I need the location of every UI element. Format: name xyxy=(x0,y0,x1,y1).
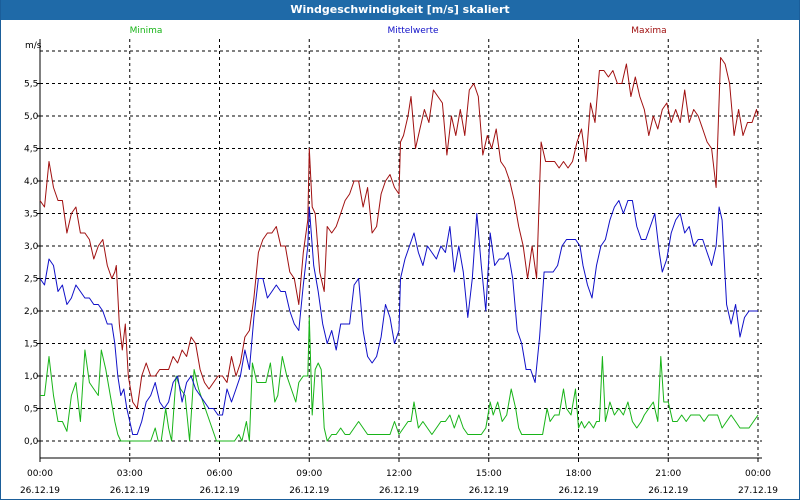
y-tick-label: 3,0 xyxy=(24,242,39,252)
series-line-maxima xyxy=(39,57,759,409)
y-tick-label: 5,0 xyxy=(24,112,39,122)
legend-minima: Minima xyxy=(130,26,163,36)
x-tick-time: 18:00 xyxy=(566,469,592,479)
y-tick-label: 5,5 xyxy=(24,80,38,90)
x-tick-time: 21:00 xyxy=(655,469,681,479)
y-tick-label: 1,0 xyxy=(24,372,39,382)
y-tick-label: 2,0 xyxy=(24,307,39,317)
x-tick-time: 15:00 xyxy=(476,469,502,479)
x-tick-time: 06:00 xyxy=(207,469,233,479)
series-line-mittelwerte xyxy=(39,200,758,435)
x-tick-date: 26.12.19 xyxy=(110,486,150,496)
x-tick-time: 00:00 xyxy=(745,469,771,479)
y-tick-label: 0,5 xyxy=(24,405,38,415)
x-axis-ticks: 00:00 26.12.19 03:00 26.12.19 06:00 26.12.19 0… xyxy=(20,458,778,496)
x-tick-date: 26.12.19 xyxy=(379,486,419,496)
series-group xyxy=(39,57,759,442)
legend: Minima Mittelwerte Maxima xyxy=(130,26,667,36)
y-axis-ticks: 0,0 0,5 1,0 1,5 2,0 2,5 3,0 3,5 4,0 4,5 5,0 5,5 xyxy=(24,80,40,447)
x-tick-date: 27.12.19 xyxy=(738,486,778,496)
x-tick-time: 09:00 xyxy=(296,469,322,479)
x-tick-time: 12:00 xyxy=(386,469,412,479)
x-tick-date: 26.12.19 xyxy=(199,486,239,496)
x-tick-time: 00:00 xyxy=(27,469,53,479)
grid xyxy=(39,39,762,459)
window-title: Windgeschwindigkeit [m/s] skaliert xyxy=(1,0,799,20)
y-tick-label: 3,5 xyxy=(24,210,38,220)
y-axis-label: m/s xyxy=(25,41,42,51)
y-tick-label: 4,5 xyxy=(24,145,38,155)
y-tick-label: 1,5 xyxy=(24,340,38,350)
x-tick-date: 26.12.19 xyxy=(20,486,60,496)
legend-maxima: Maxima xyxy=(631,26,666,36)
x-tick-date: 26.12.19 xyxy=(558,486,598,496)
x-tick-date: 26.12.19 xyxy=(469,486,509,496)
y-tick-label: 2,5 xyxy=(24,275,38,285)
x-tick-date: 26.12.19 xyxy=(289,486,329,496)
y-tick-label: 0,0 xyxy=(24,437,39,447)
legend-mittelwerte: Mittelwerte xyxy=(387,26,438,36)
x-tick-time: 03:00 xyxy=(117,469,143,479)
series-line-minima xyxy=(40,317,759,442)
x-tick-date: 26.12.19 xyxy=(648,486,688,496)
y-tick-label: 4,0 xyxy=(24,177,39,187)
